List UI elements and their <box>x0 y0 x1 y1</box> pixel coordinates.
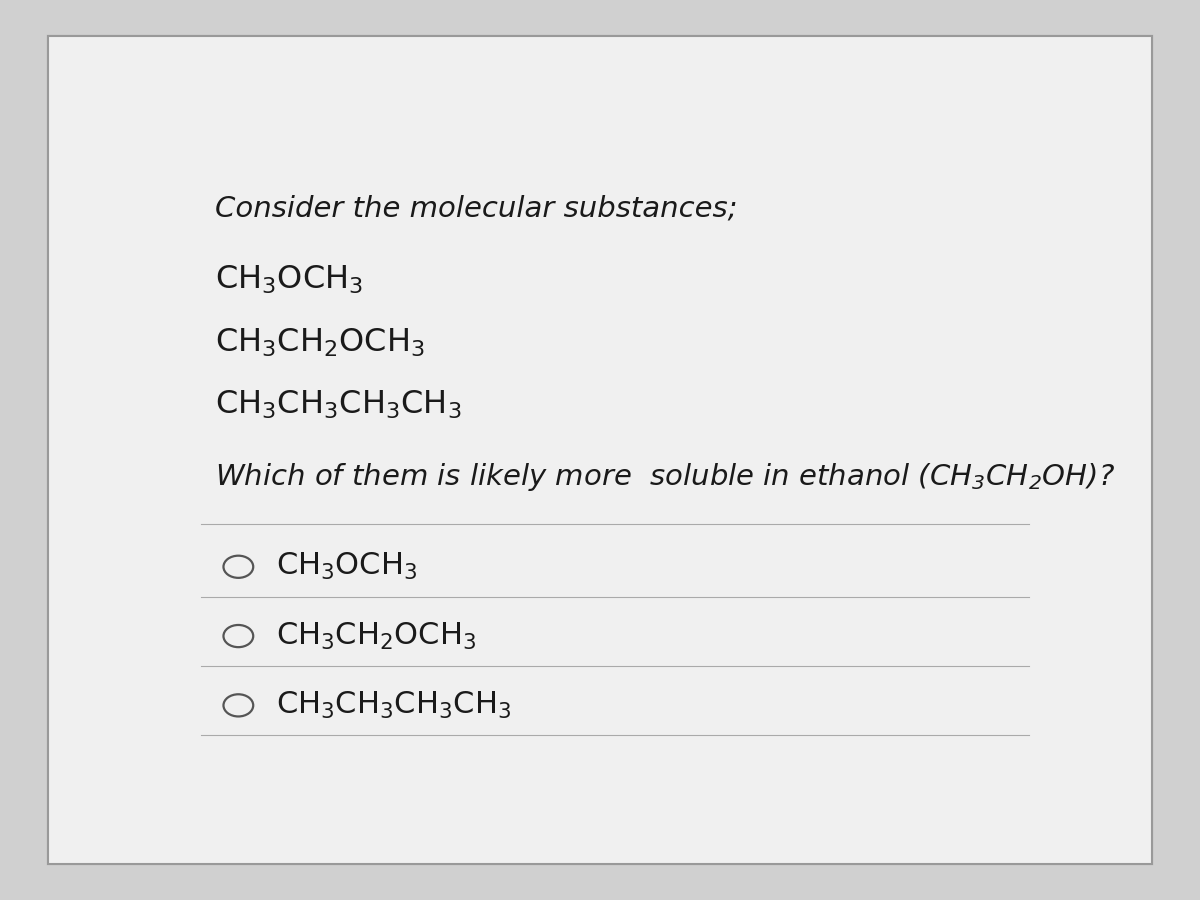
Text: $\mathregular{CH_3CH_2OCH_3}$: $\mathregular{CH_3CH_2OCH_3}$ <box>276 620 476 652</box>
Text: $\mathregular{CH_3OCH_3}$: $\mathregular{CH_3OCH_3}$ <box>215 264 364 296</box>
FancyBboxPatch shape <box>48 36 1152 864</box>
Text: $\mathregular{CH_3CH_3CH_3CH_3}$: $\mathregular{CH_3CH_3CH_3CH_3}$ <box>276 689 511 721</box>
Text: Which of them is likely more  soluble in ethanol ($\mathregular{CH_3CH_2OH}$)?: Which of them is likely more soluble in … <box>215 462 1115 493</box>
Text: $\mathregular{CH_3OCH_3}$: $\mathregular{CH_3OCH_3}$ <box>276 551 416 582</box>
Text: Consider the molecular substances;: Consider the molecular substances; <box>215 194 738 222</box>
Text: $\mathregular{CH_3CH_3CH_3CH_3}$: $\mathregular{CH_3CH_3CH_3CH_3}$ <box>215 389 462 421</box>
Text: $\mathregular{CH_3CH_2OCH_3}$: $\mathregular{CH_3CH_2OCH_3}$ <box>215 327 425 359</box>
